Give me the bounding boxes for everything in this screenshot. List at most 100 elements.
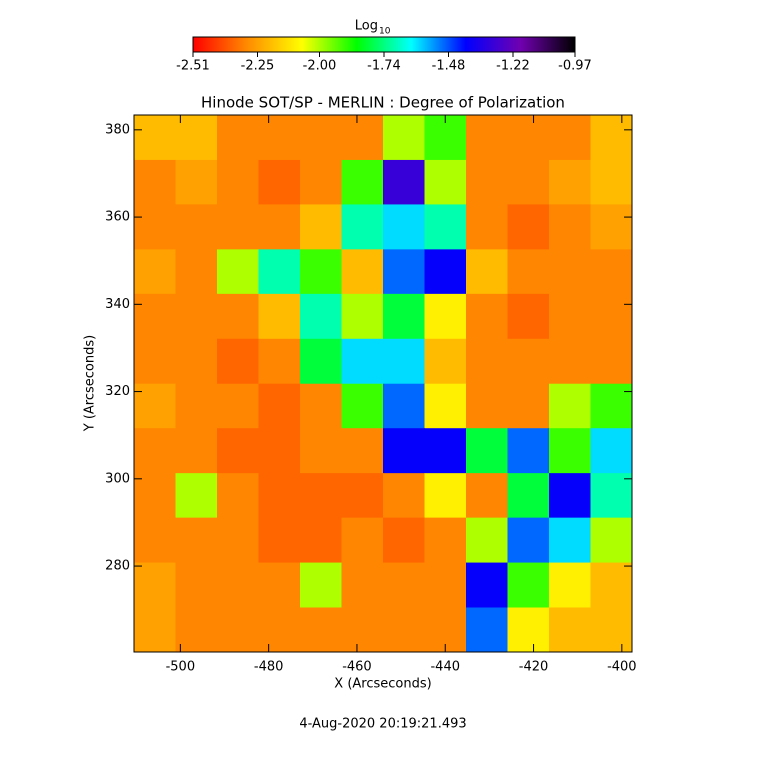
heatmap-cell	[300, 115, 342, 161]
heatmap-cell	[549, 338, 591, 385]
heatmap-cell	[300, 159, 342, 205]
heatmap-cell	[590, 517, 633, 564]
heatmap-cell	[424, 338, 467, 385]
heatmap-cell	[507, 562, 550, 609]
heatmap-cell	[341, 383, 384, 429]
heatmap-cell	[175, 338, 218, 385]
colorbar-label: Log	[355, 19, 378, 34]
heatmap-cell	[175, 249, 218, 295]
heatmap-cell	[383, 338, 425, 385]
heatmap-cell	[258, 249, 301, 295]
heatmap-cell	[134, 473, 176, 519]
heatmap-cell	[383, 383, 425, 429]
heatmap-cell	[300, 293, 342, 340]
heatmap-cell	[341, 562, 384, 609]
heatmap-cell	[134, 204, 176, 250]
x-axis-label: X (Arcseconds)	[334, 677, 431, 692]
heatmap-cell	[258, 473, 301, 519]
heatmap-cell	[217, 293, 259, 340]
colorbar-tick-label: -2.51	[176, 59, 210, 74]
heatmap-cell	[466, 338, 508, 385]
heatmap-cell	[175, 428, 218, 474]
heatmap-cell	[424, 428, 467, 474]
heatmap-cell	[300, 607, 342, 653]
heatmap-cell	[590, 204, 633, 250]
heatmap-cell	[175, 115, 218, 161]
heatmap-cell	[424, 204, 467, 250]
heatmap-cell	[466, 293, 508, 340]
y-tick-label: 280	[105, 559, 130, 574]
x-tick-label: -400	[607, 660, 637, 675]
heatmap-cell	[217, 428, 259, 474]
heatmap-cell	[549, 115, 591, 161]
heatmap-cell	[134, 338, 176, 385]
heatmap-cell	[549, 517, 591, 564]
heatmap-cell	[258, 607, 301, 653]
heatmap-cell	[507, 428, 550, 474]
heatmap-cell	[590, 383, 633, 429]
heatmap-cell	[383, 204, 425, 250]
heatmap-cell	[300, 204, 342, 250]
heatmap-cell	[590, 115, 633, 161]
heatmap-cell	[383, 562, 425, 609]
heatmap-cell	[507, 249, 550, 295]
colorbar-label-sub: 10	[379, 27, 391, 37]
heatmap-cell	[258, 517, 301, 564]
y-tick-label: 300	[105, 471, 130, 486]
heatmap-cell	[300, 428, 342, 474]
heatmap-cell	[466, 562, 508, 609]
heatmap-cell	[507, 159, 550, 205]
heatmap-cell	[507, 517, 550, 564]
heatmap-cell	[549, 473, 591, 519]
heatmap-cell	[383, 607, 425, 653]
heatmap-cell	[217, 338, 259, 385]
heatmap-cell	[217, 249, 259, 295]
heatmap-cell	[134, 562, 176, 609]
heatmap-cell	[258, 428, 301, 474]
heatmap-cell	[507, 293, 550, 340]
heatmap-cell	[549, 249, 591, 295]
heatmap-cell	[134, 383, 176, 429]
heatmap-cell	[134, 607, 176, 653]
heatmap-cell	[258, 383, 301, 429]
y-tick-label: 380	[105, 122, 130, 137]
heatmap-cell	[424, 249, 467, 295]
heatmap-cell	[217, 473, 259, 519]
heatmap-cell	[134, 517, 176, 564]
heatmap-cell	[341, 428, 384, 474]
heatmap-cell	[424, 159, 467, 205]
heatmap-cell	[258, 293, 301, 340]
x-tick-label: -440	[430, 660, 460, 675]
heatmap-cell	[590, 562, 633, 609]
heatmap-cell	[590, 473, 633, 519]
heatmap-cell	[549, 562, 591, 609]
heatmap-cell	[217, 607, 259, 653]
x-tick-label: -460	[342, 660, 372, 675]
x-tick-label: -500	[166, 660, 196, 675]
plot-frame	[133, 114, 633, 653]
heatmap-cell	[590, 159, 633, 205]
heatmap-cell	[549, 293, 591, 340]
heatmap-cell	[507, 383, 550, 429]
heatmap-cell	[549, 607, 591, 653]
colorbar-tick-label: -0.97	[558, 59, 592, 74]
heatmap-cell	[466, 115, 508, 161]
heatmap-cell	[258, 159, 301, 205]
heatmap-cell	[383, 428, 425, 474]
heatmap-cell	[383, 159, 425, 205]
colorbar	[192, 36, 576, 53]
heatmap-cell	[217, 562, 259, 609]
heatmap-cell	[590, 607, 633, 653]
heatmap-cell	[175, 562, 218, 609]
heatmap-cell	[217, 115, 259, 161]
heatmap-cell	[341, 159, 384, 205]
heatmap-cell	[341, 607, 384, 653]
heatmap-cell	[258, 115, 301, 161]
heatmap-cell	[175, 473, 218, 519]
heatmap-cell	[300, 249, 342, 295]
heatmap-cell	[175, 607, 218, 653]
heatmap-cell	[217, 159, 259, 205]
heatmap-cell	[300, 383, 342, 429]
heatmap-cell	[424, 517, 467, 564]
heatmap-cell	[507, 115, 550, 161]
